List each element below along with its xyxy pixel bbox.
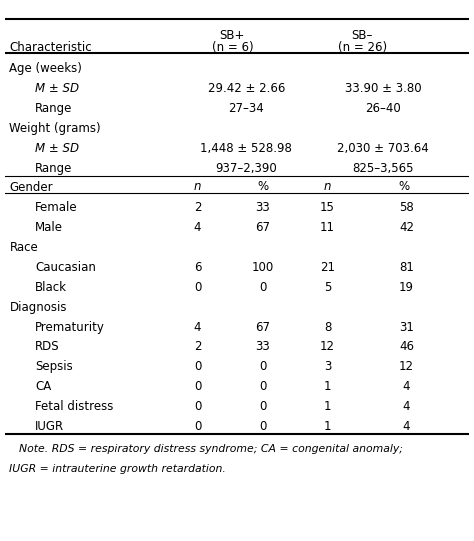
Text: (n = 6): (n = 6) xyxy=(211,42,253,55)
Text: 67: 67 xyxy=(255,221,270,234)
Text: 33.90 ± 3.80: 33.90 ± 3.80 xyxy=(345,82,422,95)
Text: 100: 100 xyxy=(251,261,273,274)
Text: 1: 1 xyxy=(324,420,331,433)
Text: Race: Race xyxy=(9,241,38,254)
Text: 26–40: 26–40 xyxy=(365,102,401,115)
Text: SB+: SB+ xyxy=(219,29,245,42)
Text: 3: 3 xyxy=(324,360,331,373)
Text: 5: 5 xyxy=(324,281,331,294)
Text: %: % xyxy=(257,180,268,193)
Text: 6: 6 xyxy=(194,261,201,274)
Text: 11: 11 xyxy=(320,221,335,234)
Text: 12: 12 xyxy=(320,340,335,353)
Text: Male: Male xyxy=(35,221,63,234)
Text: 4: 4 xyxy=(403,420,410,433)
Text: Female: Female xyxy=(35,201,78,214)
Text: 1,448 ± 528.98: 1,448 ± 528.98 xyxy=(201,142,292,155)
Text: 19: 19 xyxy=(399,281,414,294)
Text: 2: 2 xyxy=(194,201,201,214)
Text: 21: 21 xyxy=(320,261,335,274)
Text: 4: 4 xyxy=(403,380,410,393)
Text: IUGR: IUGR xyxy=(35,420,64,433)
Text: n: n xyxy=(194,180,201,193)
Text: Fetal distress: Fetal distress xyxy=(35,400,113,413)
Text: 1: 1 xyxy=(324,380,331,393)
Text: (n = 26): (n = 26) xyxy=(338,42,387,55)
Text: 4: 4 xyxy=(403,400,410,413)
Text: Range: Range xyxy=(35,102,73,115)
Text: %: % xyxy=(399,180,410,193)
Text: 4: 4 xyxy=(194,321,201,334)
Text: 27–34: 27–34 xyxy=(228,102,264,115)
Text: RDS: RDS xyxy=(35,340,60,353)
Text: Black: Black xyxy=(35,281,67,294)
Text: Note. RDS = respiratory distress syndrome; CA = congenital anomaly;: Note. RDS = respiratory distress syndrom… xyxy=(18,444,402,454)
Text: Range: Range xyxy=(35,162,73,175)
Text: 46: 46 xyxy=(399,340,414,353)
Text: 42: 42 xyxy=(399,221,414,234)
Text: 33: 33 xyxy=(255,201,270,214)
Text: 33: 33 xyxy=(255,340,270,353)
Text: 2: 2 xyxy=(194,340,201,353)
Text: 0: 0 xyxy=(194,380,201,393)
Text: 58: 58 xyxy=(399,201,414,214)
Text: Characteristic: Characteristic xyxy=(9,42,92,55)
Text: Gender: Gender xyxy=(9,181,53,194)
Text: 67: 67 xyxy=(255,321,270,334)
Text: 0: 0 xyxy=(194,420,201,433)
Text: 15: 15 xyxy=(320,201,335,214)
Text: CA: CA xyxy=(35,380,51,393)
Text: 0: 0 xyxy=(259,281,266,294)
Text: 4: 4 xyxy=(194,221,201,234)
Text: Diagnosis: Diagnosis xyxy=(9,301,67,314)
Text: Caucasian: Caucasian xyxy=(35,261,96,274)
Text: Weight (grams): Weight (grams) xyxy=(9,122,101,135)
Text: 31: 31 xyxy=(399,321,414,334)
Text: M ± SD: M ± SD xyxy=(35,82,79,95)
Text: 1: 1 xyxy=(324,400,331,413)
Text: 0: 0 xyxy=(194,400,201,413)
Text: 0: 0 xyxy=(259,420,266,433)
Text: 29.42 ± 2.66: 29.42 ± 2.66 xyxy=(208,82,285,95)
Text: 8: 8 xyxy=(324,321,331,334)
Text: SB–: SB– xyxy=(352,29,373,42)
Text: 81: 81 xyxy=(399,261,414,274)
Text: Sepsis: Sepsis xyxy=(35,360,73,373)
Text: Age (weeks): Age (weeks) xyxy=(9,62,82,75)
Text: n: n xyxy=(324,180,331,193)
Text: 0: 0 xyxy=(194,360,201,373)
Text: 12: 12 xyxy=(399,360,414,373)
Text: 937–2,390: 937–2,390 xyxy=(215,162,277,175)
Text: 0: 0 xyxy=(259,360,266,373)
Text: 825–3,565: 825–3,565 xyxy=(353,162,414,175)
Text: 0: 0 xyxy=(259,380,266,393)
Text: M ± SD: M ± SD xyxy=(35,142,79,155)
Text: Prematurity: Prematurity xyxy=(35,321,105,334)
Text: 0: 0 xyxy=(194,281,201,294)
Text: 0: 0 xyxy=(259,400,266,413)
Text: 2,030 ± 703.64: 2,030 ± 703.64 xyxy=(337,142,429,155)
Text: IUGR = intrauterine growth retardation.: IUGR = intrauterine growth retardation. xyxy=(9,464,226,474)
